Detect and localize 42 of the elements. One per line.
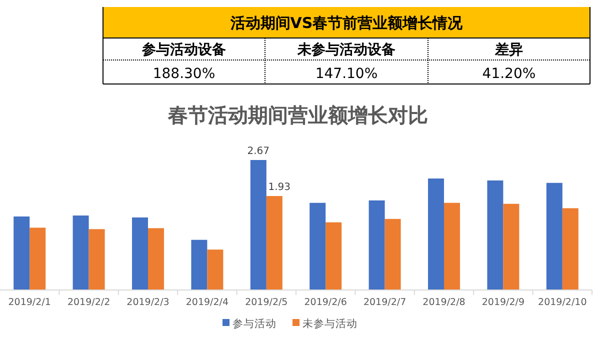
- bar: [503, 204, 520, 290]
- legend-label: 未参与活动: [302, 317, 358, 330]
- data-label: 1.93: [268, 182, 291, 194]
- text: 差异: [494, 42, 523, 58]
- bar: [72, 216, 89, 290]
- text: 活动期间VS春节前营业额增长情况: [229, 14, 464, 32]
- bar: [14, 216, 30, 290]
- x-tick-label: 2019/2/1: [8, 297, 51, 308]
- x-tick-label: 2019/2/3: [126, 297, 170, 308]
- x-tick-label: 2019/2/5: [245, 297, 288, 308]
- bar: [428, 178, 444, 290]
- bar: [88, 229, 105, 290]
- text: 188.30%: [152, 66, 216, 82]
- x-tick-label: 2019/2/8: [422, 297, 466, 308]
- x-tick-label: 2019/2/9: [482, 297, 525, 308]
- text: 41.20%: [482, 66, 536, 82]
- x-tick-label: 2019/2/4: [186, 297, 229, 308]
- bar: [326, 222, 342, 290]
- x-tick-label: 2019/2/10: [538, 297, 587, 308]
- bar: [148, 228, 164, 290]
- bar: [191, 240, 208, 290]
- bar: [250, 160, 266, 290]
- bar: [207, 250, 224, 290]
- data-label: 2.67: [247, 146, 270, 157]
- text: 参与活动设备: [141, 41, 226, 58]
- x-tick-label: 2019/2/6: [304, 297, 347, 308]
- chart-title: 春节活动期间营业额增长对比: [167, 103, 428, 127]
- bar: [310, 202, 326, 290]
- x-tick-label: 2019/2/2: [67, 297, 110, 308]
- bar: [384, 218, 401, 290]
- text: 未参与活动设备: [296, 41, 396, 58]
- bar: [546, 182, 562, 290]
- x-tick-label: 2019/2/7: [363, 297, 406, 308]
- bar: [562, 208, 578, 290]
- legend-label: 参与活动: [232, 317, 276, 330]
- text: 147.10%: [315, 66, 378, 82]
- bar: [444, 202, 460, 290]
- bar: [487, 180, 504, 290]
- bar: [30, 228, 46, 290]
- bar: [368, 200, 385, 290]
- bar: [266, 196, 282, 290]
- bar: [132, 217, 148, 290]
